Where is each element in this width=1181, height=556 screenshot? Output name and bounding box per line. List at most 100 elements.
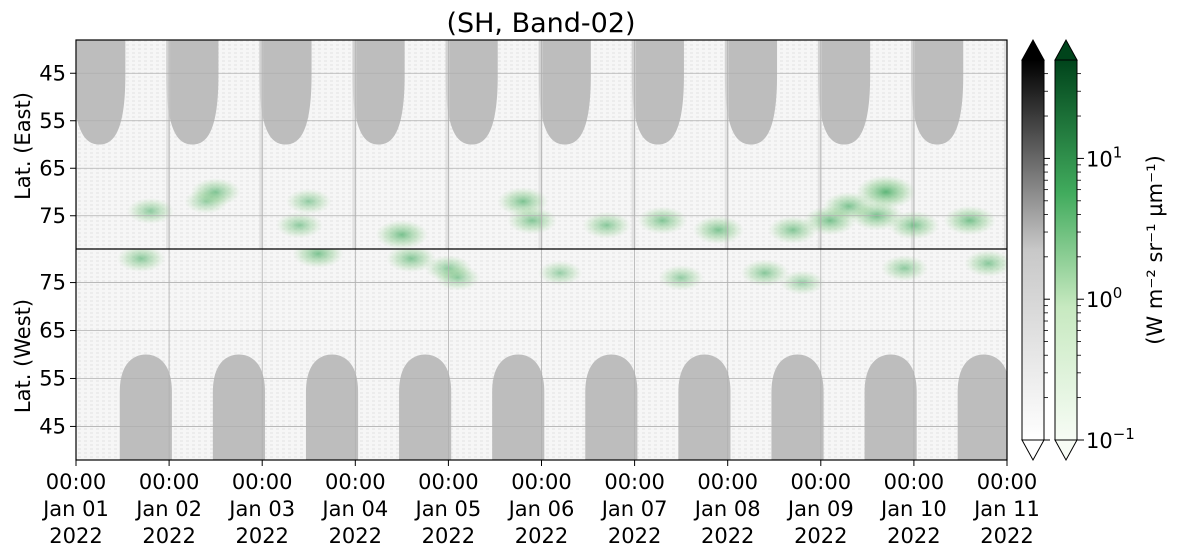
emission-cluster-10	[692, 215, 745, 245]
xtick-label-7-date: Jan 08	[693, 497, 761, 521]
xtick-label-5-year: 2022	[515, 524, 568, 548]
colorbar-grey-extend-top	[1021, 38, 1045, 61]
daylight-block-east-2	[259, 40, 312, 145]
chart-title: (SH, Band-02)	[446, 8, 635, 39]
daylight-block-west-6	[678, 354, 731, 460]
xtick-label-2-time: 00:00	[232, 470, 293, 494]
xtick-label-7-time: 00:00	[697, 470, 758, 494]
daylight-block-west-8	[864, 354, 917, 460]
emission-cluster-2	[190, 178, 241, 206]
daylight-block-east-6	[631, 40, 684, 145]
xtick-label-10-time: 00:00	[977, 470, 1038, 494]
daylight-block-west-5	[585, 354, 638, 460]
emission-cluster-20	[386, 249, 437, 273]
xtick-label-6-year: 2022	[608, 524, 661, 548]
daylight-block-west-9	[957, 354, 1007, 460]
daylight-block-east-0	[76, 40, 126, 145]
day-boundary-streak-3	[352, 40, 357, 249]
colorbar-tick-label-2: 10−1	[1086, 425, 1135, 453]
xtick-label-5-date: Jan 06	[507, 497, 575, 521]
xtick-label-9-time: 00:00	[884, 470, 945, 494]
daylight-block-east-3	[352, 40, 405, 145]
emission-cluster-22	[434, 264, 481, 291]
emission-cluster-3	[275, 212, 324, 239]
daylight-block-west-0	[119, 354, 172, 460]
day-boundary-streak-9	[910, 40, 915, 249]
xtick-label-9-year: 2022	[887, 524, 940, 548]
colorbar-label: (W m⁻² sr⁻¹ µm⁻¹)	[1143, 155, 1167, 345]
daylight-block-east-9	[911, 40, 964, 145]
daylight-block-west-7	[771, 354, 824, 460]
xtick-label-0-date: Jan 01	[41, 497, 109, 521]
daylight-block-east-4	[445, 40, 498, 145]
xtick-label-2-year: 2022	[235, 524, 288, 548]
ylabel-east: Lat. (East)	[11, 92, 35, 200]
daylight-block-west-4	[492, 354, 545, 460]
colorbars: 101 100 10−1 (W m⁻² sr⁻¹ µm⁻¹)	[1021, 38, 1167, 462]
xtick-label-4-time: 00:00	[418, 470, 479, 494]
emission-cluster-17	[943, 205, 997, 236]
day-boundary-streak-8	[817, 40, 822, 249]
day-boundary-streak-4	[445, 40, 450, 249]
xtick-label-5-time: 00:00	[511, 470, 572, 494]
colorbar-green	[1054, 38, 1078, 462]
xtick-label-9-date: Jan 10	[879, 497, 947, 521]
daylight-block-west-2	[305, 354, 359, 460]
ytick-label-east-2: 65	[39, 156, 66, 180]
ylabel-west: Lat. (West)	[11, 299, 35, 413]
emission-cluster-9	[637, 206, 688, 235]
xtick-label-2-date: Jan 03	[227, 497, 295, 521]
xtick-label-10-year: 2022	[980, 524, 1033, 548]
colorbar-tick-label-1: 100	[1086, 284, 1122, 312]
emission-cluster-28	[964, 249, 1007, 277]
day-boundary-streak-2	[259, 40, 264, 249]
xtick-label-6-date: Jan 07	[600, 497, 668, 521]
day-boundary-streak-10	[1004, 40, 1007, 249]
day-boundary-streak-7	[724, 40, 729, 249]
plot-area	[75, 39, 1008, 461]
day-boundary-streak-1	[166, 40, 171, 249]
xtick-label-0-year: 2022	[49, 524, 102, 548]
emission-cluster-24	[658, 264, 705, 291]
emission-cluster-7	[507, 206, 558, 235]
colorbar-grey-body	[1021, 59, 1045, 441]
ytick-label-east-1: 55	[39, 109, 66, 133]
daylight-block-west-3	[399, 354, 452, 460]
emission-cluster-8	[582, 211, 631, 239]
ytick-label-west-0: 75	[39, 271, 66, 295]
xtick-label-8-year: 2022	[794, 524, 847, 548]
xtick-label-4-year: 2022	[422, 524, 475, 548]
colorbar-green-body	[1054, 59, 1078, 441]
xtick-label-8-time: 00:00	[791, 470, 852, 494]
xtick-label-6-time: 00:00	[604, 470, 665, 494]
xtick-label-8-date: Jan 09	[786, 497, 854, 521]
emission-cluster-5	[375, 219, 429, 249]
xtick-label-7-year: 2022	[701, 524, 754, 548]
emission-cluster-4	[285, 188, 332, 215]
colorbar-tick-label-0: 101	[1086, 143, 1122, 171]
daylight-block-east-8	[818, 40, 871, 145]
xtick-label-1-year: 2022	[142, 524, 195, 548]
emission-cluster-19	[292, 249, 344, 269]
ytick-label-west-2: 55	[39, 366, 66, 390]
ytick-label-east-3: 75	[39, 204, 66, 228]
emission-cluster-27	[880, 254, 929, 282]
emission-cluster-25	[740, 259, 790, 287]
colorbar-green-extend-top	[1054, 38, 1078, 61]
xtick-label-1-date: Jan 02	[134, 497, 202, 521]
ytick-label-east-0: 45	[39, 61, 66, 85]
ytick-label-west-1: 65	[39, 319, 66, 343]
daylight-block-east-1	[166, 40, 219, 145]
ytick-label-west-3: 45	[39, 414, 66, 438]
daylight-block-west-1	[212, 354, 265, 460]
emission-cluster-0	[126, 197, 175, 225]
colorbar-grey	[1021, 38, 1045, 462]
day-boundary-streak-5	[538, 40, 543, 249]
emission-cluster-18	[116, 249, 166, 273]
colorbar-green-extend-bottom	[1054, 439, 1078, 462]
xtick-label-1-time: 00:00	[139, 470, 200, 494]
xtick-label-3-date: Jan 04	[320, 497, 388, 521]
xtick-label-10-date: Jan 11	[972, 497, 1040, 521]
xtick-label-0-time: 00:00	[46, 470, 107, 494]
